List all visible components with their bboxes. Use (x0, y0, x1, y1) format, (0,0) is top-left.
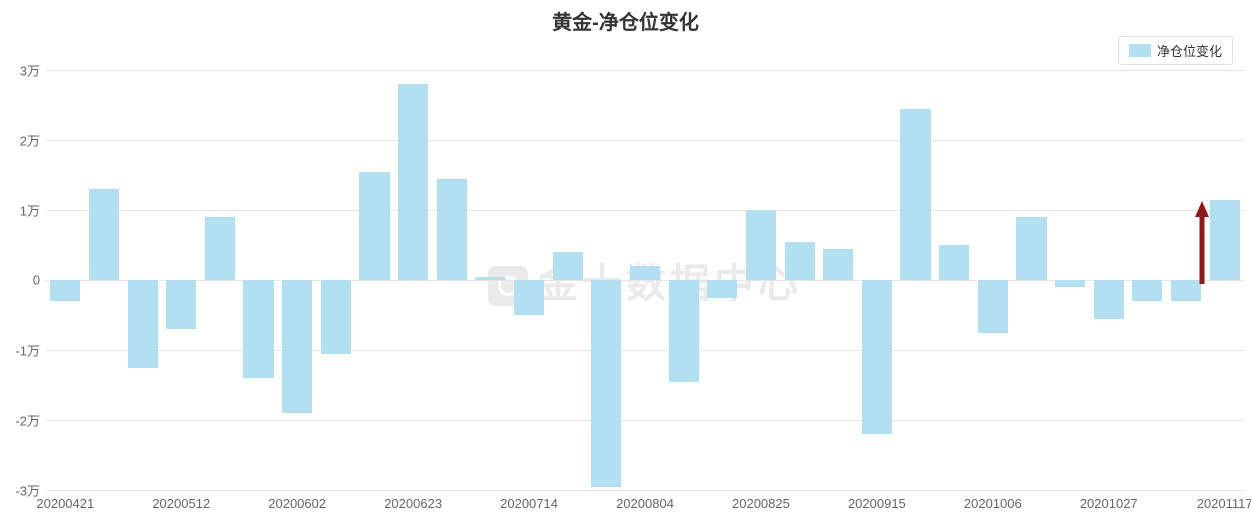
legend[interactable]: 净仓位变化 (1118, 36, 1233, 65)
x-tick-label: 20200714 (500, 496, 558, 511)
y-tick-label: 1万 (20, 201, 40, 220)
bar[interactable] (89, 189, 119, 280)
x-tick-label: 20200915 (848, 496, 906, 511)
legend-swatch (1129, 44, 1151, 57)
grid-line (46, 420, 1244, 421)
y-tick-label: 3万 (20, 61, 40, 80)
bar[interactable] (205, 217, 235, 280)
x-tick-label: 20201117 (1197, 496, 1251, 511)
grid-line (46, 490, 1244, 491)
x-tick-label: 20200804 (616, 496, 674, 511)
chart-container: 黄金-净仓位变化 净仓位变化 金十数据中心 -3万-2万-1万01万2万3万20… (0, 0, 1251, 523)
bar[interactable] (475, 277, 505, 281)
y-tick-label: 2万 (20, 131, 40, 150)
y-tick-label: 0 (33, 273, 40, 288)
grid-line (46, 350, 1244, 351)
bar[interactable] (282, 280, 312, 413)
x-tick-label: 20200825 (732, 496, 790, 511)
x-tick-label: 20200421 (36, 496, 94, 511)
grid-line (46, 140, 1244, 141)
chart-title: 黄金-净仓位变化 (0, 6, 1251, 35)
bar[interactable] (437, 179, 467, 281)
bar[interactable] (669, 280, 699, 382)
bar[interactable] (1055, 280, 1085, 287)
x-tick-label: 20201006 (964, 496, 1022, 511)
bar[interactable] (321, 280, 351, 354)
y-tick-label: -1万 (15, 341, 40, 360)
bar[interactable] (514, 280, 544, 315)
x-tick-label: 20200602 (268, 496, 326, 511)
bar[interactable] (1016, 217, 1046, 280)
legend-label: 净仓位变化 (1157, 41, 1222, 60)
x-tick-label: 20201027 (1080, 496, 1138, 511)
bar[interactable] (50, 280, 80, 301)
y-tick-label: -2万 (15, 411, 40, 430)
bar[interactable] (591, 280, 621, 487)
plot-area: 金十数据中心 -3万-2万-1万01万2万3万20200421202005122… (46, 70, 1244, 490)
bar[interactable] (243, 280, 273, 378)
bar[interactable] (359, 172, 389, 281)
x-tick-label: 20200512 (152, 496, 210, 511)
x-tick-label: 20200623 (384, 496, 442, 511)
bar[interactable] (746, 210, 776, 280)
grid-line (46, 210, 1244, 211)
bar[interactable] (630, 266, 660, 280)
bar[interactable] (900, 109, 930, 281)
bar[interactable] (553, 252, 583, 280)
bar[interactable] (398, 84, 428, 280)
bar[interactable] (978, 280, 1008, 333)
bar[interactable] (1094, 280, 1124, 319)
bar[interactable] (785, 242, 815, 281)
bar[interactable] (1171, 280, 1201, 301)
grid-line (46, 70, 1244, 71)
bar[interactable] (1132, 280, 1162, 301)
bar[interactable] (707, 280, 737, 298)
bar[interactable] (862, 280, 892, 434)
up-arrow-icon (1193, 201, 1211, 285)
bar[interactable] (1210, 200, 1240, 281)
bar[interactable] (823, 249, 853, 281)
bar[interactable] (128, 280, 158, 368)
bar[interactable] (939, 245, 969, 280)
bar[interactable] (166, 280, 196, 329)
